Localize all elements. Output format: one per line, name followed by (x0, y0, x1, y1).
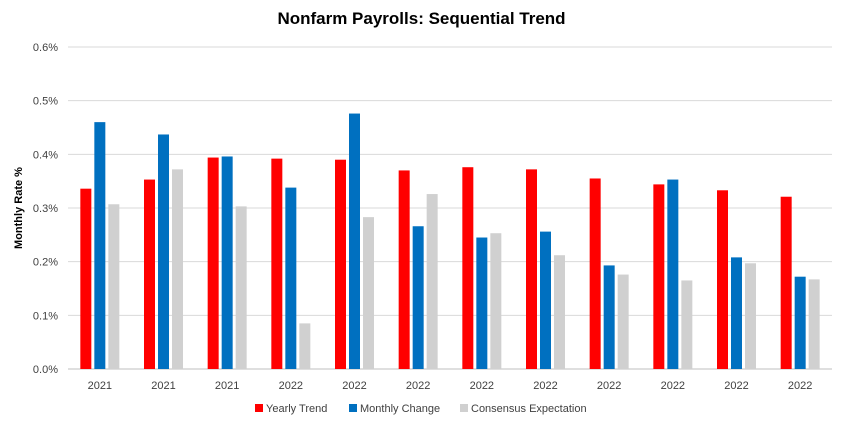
y-tick-label: 0.5% (33, 96, 58, 108)
x-tick-label: 2022 (406, 380, 430, 392)
bar-monthly-change (94, 122, 106, 369)
bar-consensus-expectation (617, 274, 629, 369)
bar-yearly-trend (589, 178, 601, 369)
bar-consensus-expectation (745, 263, 756, 369)
y-tick-label: 0.6% (33, 42, 58, 54)
y-tick-label: 0.3% (33, 203, 58, 215)
bar-consensus-expectation (554, 255, 565, 369)
y-axis-label: Monthly Rate % (13, 167, 25, 249)
bar-consensus-expectation (172, 169, 183, 369)
bar-yearly-trend (271, 158, 283, 369)
x-tick-label: 2022 (342, 380, 366, 392)
bar-monthly-change (540, 231, 551, 369)
x-tick-labels: 2021 2021 2021 2022 2022 2022 2022 2022 2022 2022… (88, 380, 813, 392)
bar-yearly-trend (80, 188, 92, 369)
x-tick-label: 2022 (597, 380, 621, 392)
legend-swatch (255, 404, 263, 412)
x-tick-label: 2022 (533, 380, 557, 392)
x-tick-label: 2021 (88, 380, 112, 392)
gridlines (68, 46, 832, 370)
legend-swatch (460, 404, 468, 412)
bar-yearly-trend (335, 159, 346, 369)
bar-yearly-trend (526, 169, 537, 369)
bar-monthly-change (603, 265, 615, 369)
chart-title: Nonfarm Payrolls: Sequential Trend (277, 9, 565, 28)
bar-yearly-trend (462, 167, 474, 369)
x-tick-label: 2022 (724, 380, 748, 392)
bar-yearly-trend (780, 196, 792, 369)
x-tick-label: 2021 (151, 380, 175, 392)
bar-monthly-change (667, 179, 679, 369)
x-tick-label: 2022 (788, 380, 812, 392)
bar-yearly-trend (717, 190, 728, 369)
x-tick-label: 2022 (661, 380, 685, 392)
legend-swatch (349, 404, 357, 412)
legend: Yearly Trend Monthly Change Consensus Expe… (255, 403, 587, 415)
bar-consensus-expectation (808, 279, 820, 369)
bar-yearly-trend (398, 170, 410, 369)
legend-label: Yearly Trend (266, 403, 327, 415)
bar-consensus-expectation (108, 204, 120, 369)
bar-monthly-change (412, 226, 424, 369)
bar-yearly-trend (144, 179, 155, 369)
y-tick-label: 0.0% (33, 364, 58, 376)
bar-monthly-change (349, 113, 360, 370)
bar-monthly-change (731, 257, 742, 369)
bar-yearly-trend (207, 157, 219, 369)
bars (80, 113, 820, 370)
x-tick-label: 2021 (215, 380, 239, 392)
bar-monthly-change (476, 237, 488, 369)
y-tick-labels: 0.0% 0.1% 0.2% 0.3% 0.4% 0.5% 0.6% (33, 42, 58, 376)
y-tick-label: 0.4% (33, 149, 58, 161)
bar-consensus-expectation (235, 206, 247, 369)
bar-consensus-expectation (681, 280, 693, 369)
bar-monthly-change (794, 276, 806, 369)
y-tick-label: 0.2% (33, 257, 58, 269)
x-tick-label: 2022 (470, 380, 494, 392)
bar-consensus-expectation (363, 217, 374, 369)
legend-label: Monthly Change (360, 403, 440, 415)
bar-yearly-trend (653, 184, 665, 369)
bar-consensus-expectation (426, 194, 438, 369)
y-tick-label: 0.1% (33, 310, 58, 322)
bar-monthly-change (285, 187, 297, 369)
legend-label: Consensus Expectation (471, 403, 587, 415)
bar-consensus-expectation (299, 323, 311, 369)
bar-monthly-change (158, 134, 169, 369)
bar-consensus-expectation (490, 233, 502, 369)
bar-monthly-change (221, 156, 233, 369)
x-tick-label: 2022 (279, 380, 303, 392)
